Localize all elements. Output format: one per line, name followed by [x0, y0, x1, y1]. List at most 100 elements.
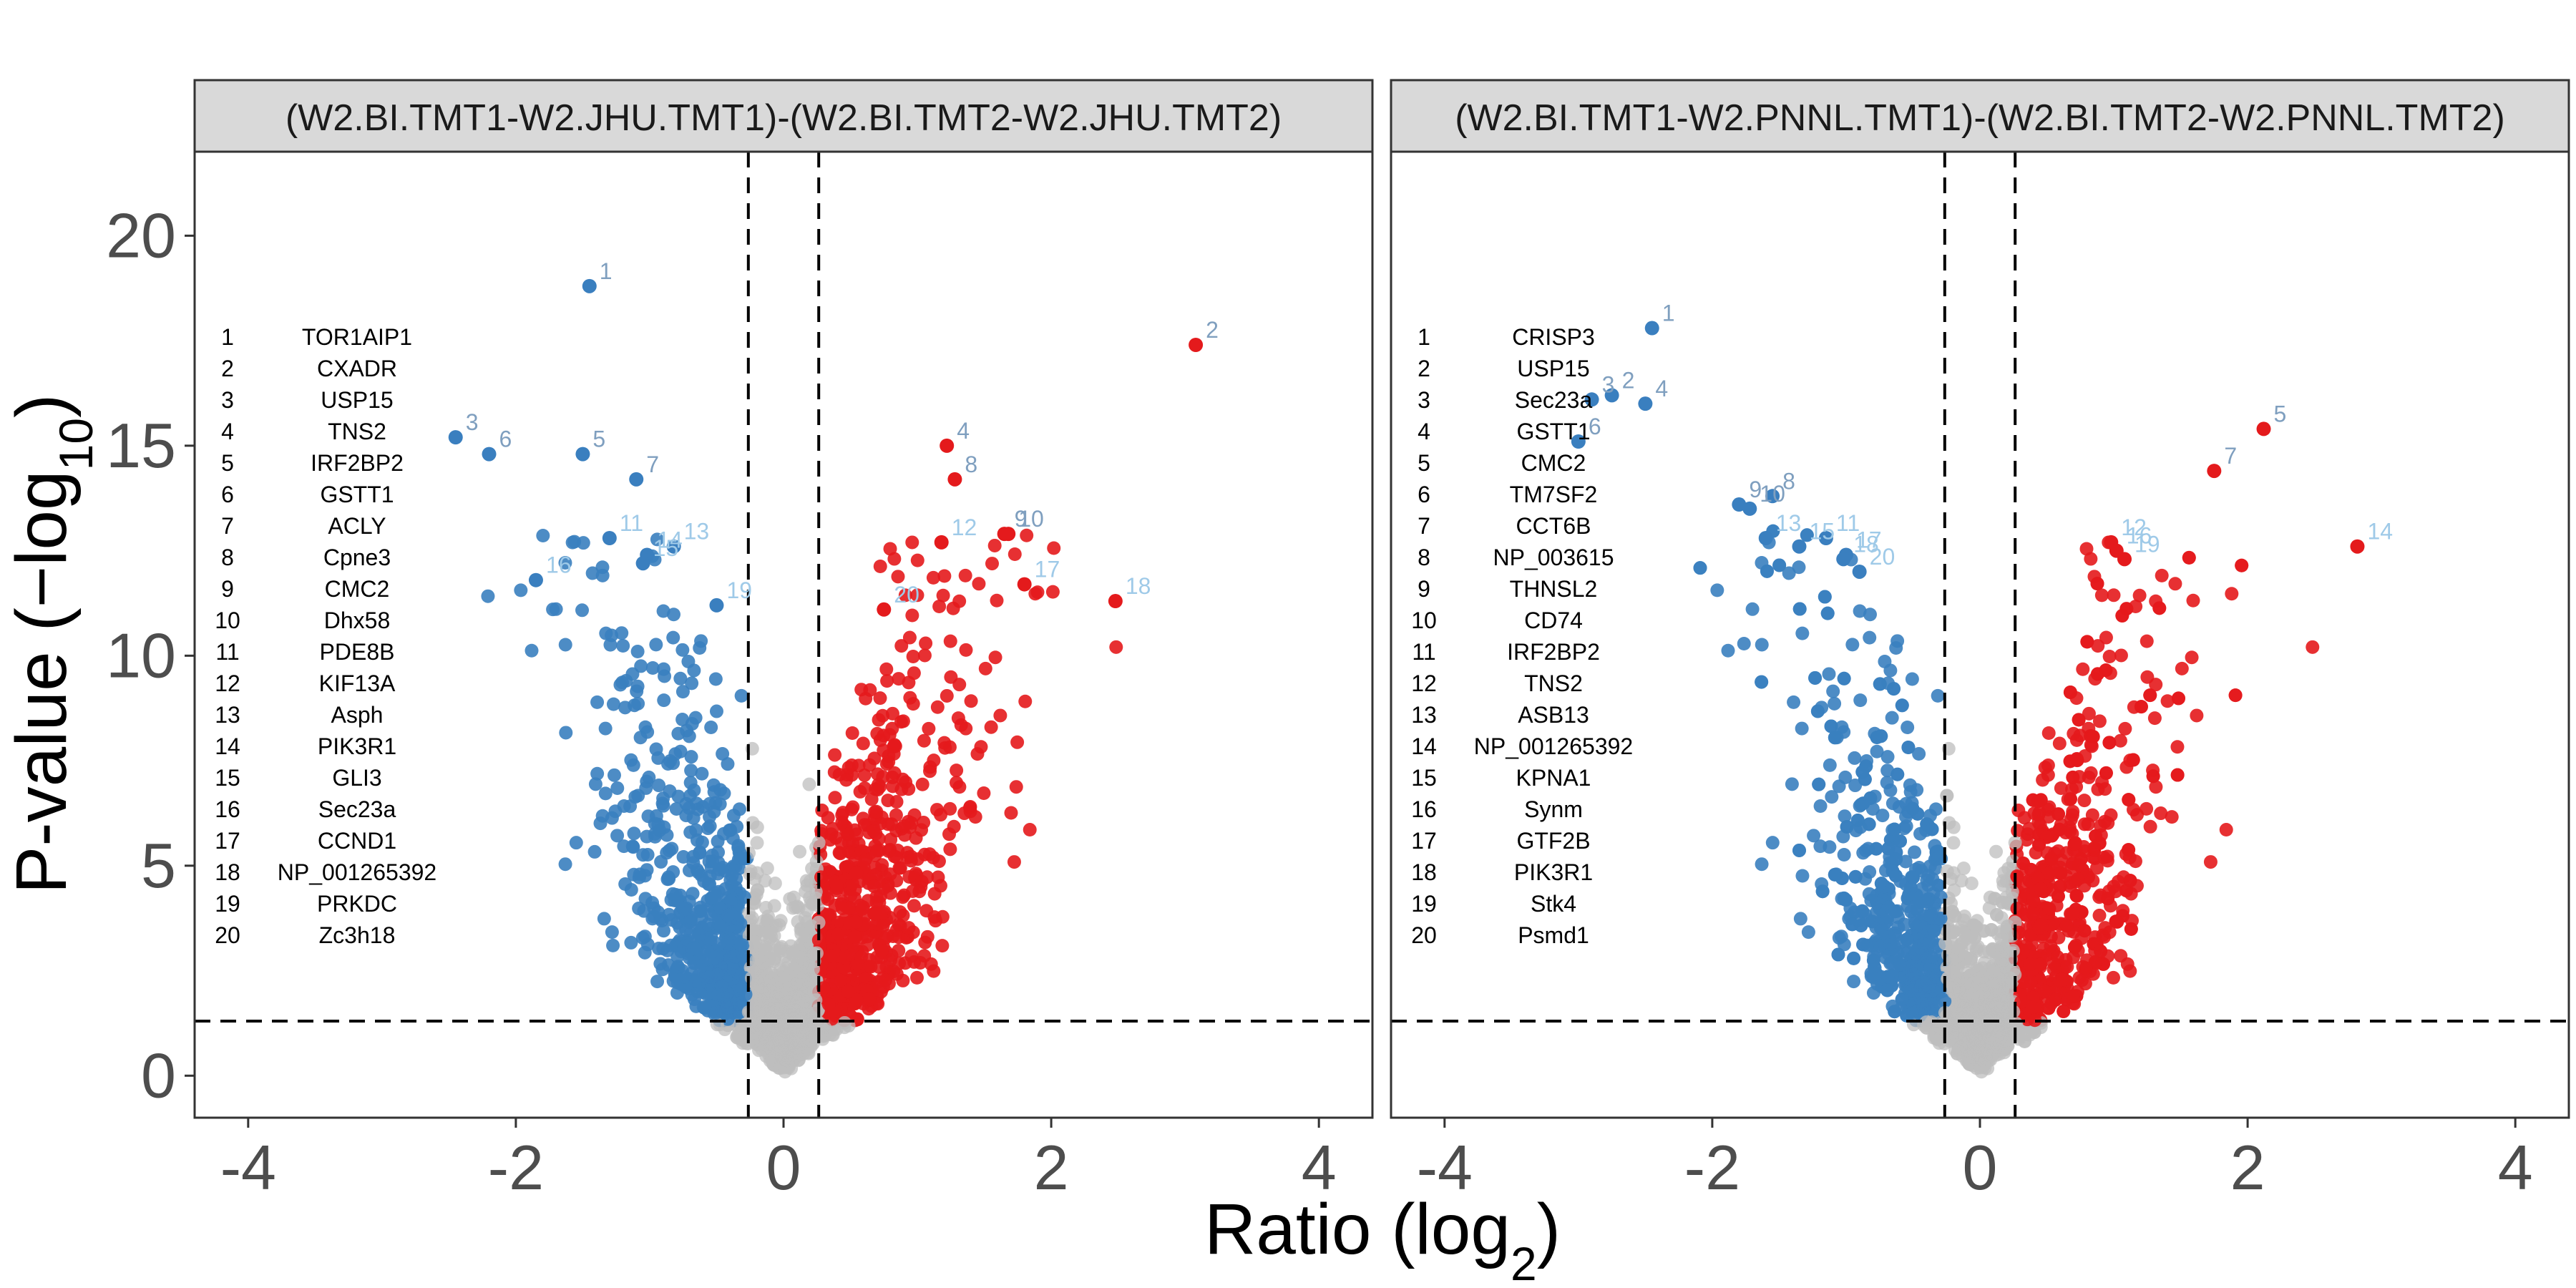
data-point: [2118, 721, 2132, 736]
point-label: 5: [2274, 401, 2287, 426]
data-point: [2155, 568, 2169, 582]
x-tick-label: 2: [2230, 1132, 2265, 1203]
data-point: [2126, 753, 2140, 767]
data-point: [1912, 747, 1926, 761]
data-point: [1996, 878, 2011, 892]
legend-rank: 18: [1411, 859, 1437, 885]
legend-rank: 6: [221, 482, 234, 507]
data-point: [679, 922, 693, 937]
data-point: [1795, 721, 1809, 736]
data-point: [876, 919, 890, 933]
data-point: [2084, 552, 2098, 566]
data-point: [977, 786, 991, 800]
labeled-point: [2350, 539, 2365, 554]
data-point: [1808, 670, 1823, 685]
data-point: [1880, 983, 1895, 997]
data-point: [873, 889, 887, 903]
data-point: [919, 904, 934, 918]
data-point: [786, 962, 801, 976]
point-label: 9: [1749, 477, 1762, 502]
data-point: [2066, 770, 2080, 784]
data-point: [1911, 806, 1925, 821]
data-point: [1959, 1020, 1974, 1035]
x-tick-label: 0: [1963, 1132, 1998, 1203]
data-point: [835, 901, 849, 915]
data-point: [640, 829, 654, 844]
data-point: [2066, 857, 2080, 871]
data-point: [664, 913, 678, 927]
data-point: [650, 975, 665, 989]
point-label: 14: [2367, 519, 2393, 545]
data-point: [1847, 951, 1861, 965]
legend-rank: 16: [1411, 796, 1437, 822]
data-point: [1823, 840, 1837, 854]
x-axis-title: Ratio (log2): [1204, 1189, 1561, 1288]
data-point: [2094, 588, 2109, 602]
legend-gene: IRF2BP2: [311, 450, 404, 476]
data-point: [1908, 845, 1922, 859]
data-point: [917, 733, 931, 748]
legend-gene: Sec23a: [318, 796, 396, 822]
data-point: [932, 599, 947, 613]
point-label: 6: [499, 426, 512, 452]
data-point: [2014, 995, 2029, 1009]
legend-gene: ACLY: [328, 513, 386, 539]
data-point: [801, 1018, 816, 1033]
data-point: [902, 921, 916, 935]
data-point: [671, 726, 686, 741]
data-point: [704, 721, 718, 735]
data-point: [2034, 882, 2048, 896]
data-point: [889, 874, 904, 888]
data-point: [1795, 626, 1810, 640]
data-point: [1848, 869, 1863, 884]
data-point: [559, 726, 573, 740]
point-label: 12: [2121, 514, 2147, 540]
data-point: [2086, 729, 2100, 743]
data-point: [760, 913, 774, 927]
data-point: [875, 858, 889, 872]
data-point: [754, 949, 769, 963]
data-point: [1880, 970, 1895, 984]
data-point: [798, 911, 812, 925]
data-point: [1964, 877, 1979, 891]
data-point: [709, 1005, 723, 1020]
point-label: 1: [1662, 301, 1675, 326]
data-point: [1866, 986, 1880, 1000]
data-point: [786, 1001, 801, 1015]
data-point: [1007, 855, 1021, 869]
data-point: [786, 901, 800, 915]
legend-gene: KIF13A: [319, 670, 396, 696]
data-point: [687, 783, 701, 797]
data-point: [598, 721, 613, 736]
data-point: [575, 603, 590, 618]
data-point: [1787, 695, 1801, 709]
data-point: [1837, 848, 1851, 862]
data-point: [2057, 1004, 2071, 1018]
data-point: [590, 766, 605, 781]
legend-gene: Stk4: [1531, 891, 1576, 917]
data-point: [693, 845, 707, 859]
data-point: [2044, 852, 2058, 866]
data-point: [2063, 824, 2077, 838]
data-point: [2165, 810, 2179, 824]
legend-gene: GLI3: [332, 765, 381, 791]
data-point: [660, 846, 674, 860]
data-point: [778, 1053, 792, 1067]
data-point: [656, 604, 670, 618]
data-point: [794, 945, 808, 959]
data-point: [917, 648, 932, 663]
data-point: [2037, 985, 2051, 999]
data-point: [2099, 630, 2113, 645]
data-point: [839, 773, 854, 787]
data-point: [684, 910, 698, 924]
data-point: [844, 846, 858, 860]
data-point: [1028, 587, 1043, 601]
data-point: [2154, 806, 2168, 821]
legend-rank: 19: [215, 891, 240, 917]
legend-rank: 20: [215, 922, 240, 948]
labeled-point: [2207, 464, 2222, 479]
data-point: [826, 821, 840, 836]
data-point: [675, 713, 690, 727]
data-point: [2092, 714, 2107, 728]
data-point: [1004, 806, 1018, 820]
